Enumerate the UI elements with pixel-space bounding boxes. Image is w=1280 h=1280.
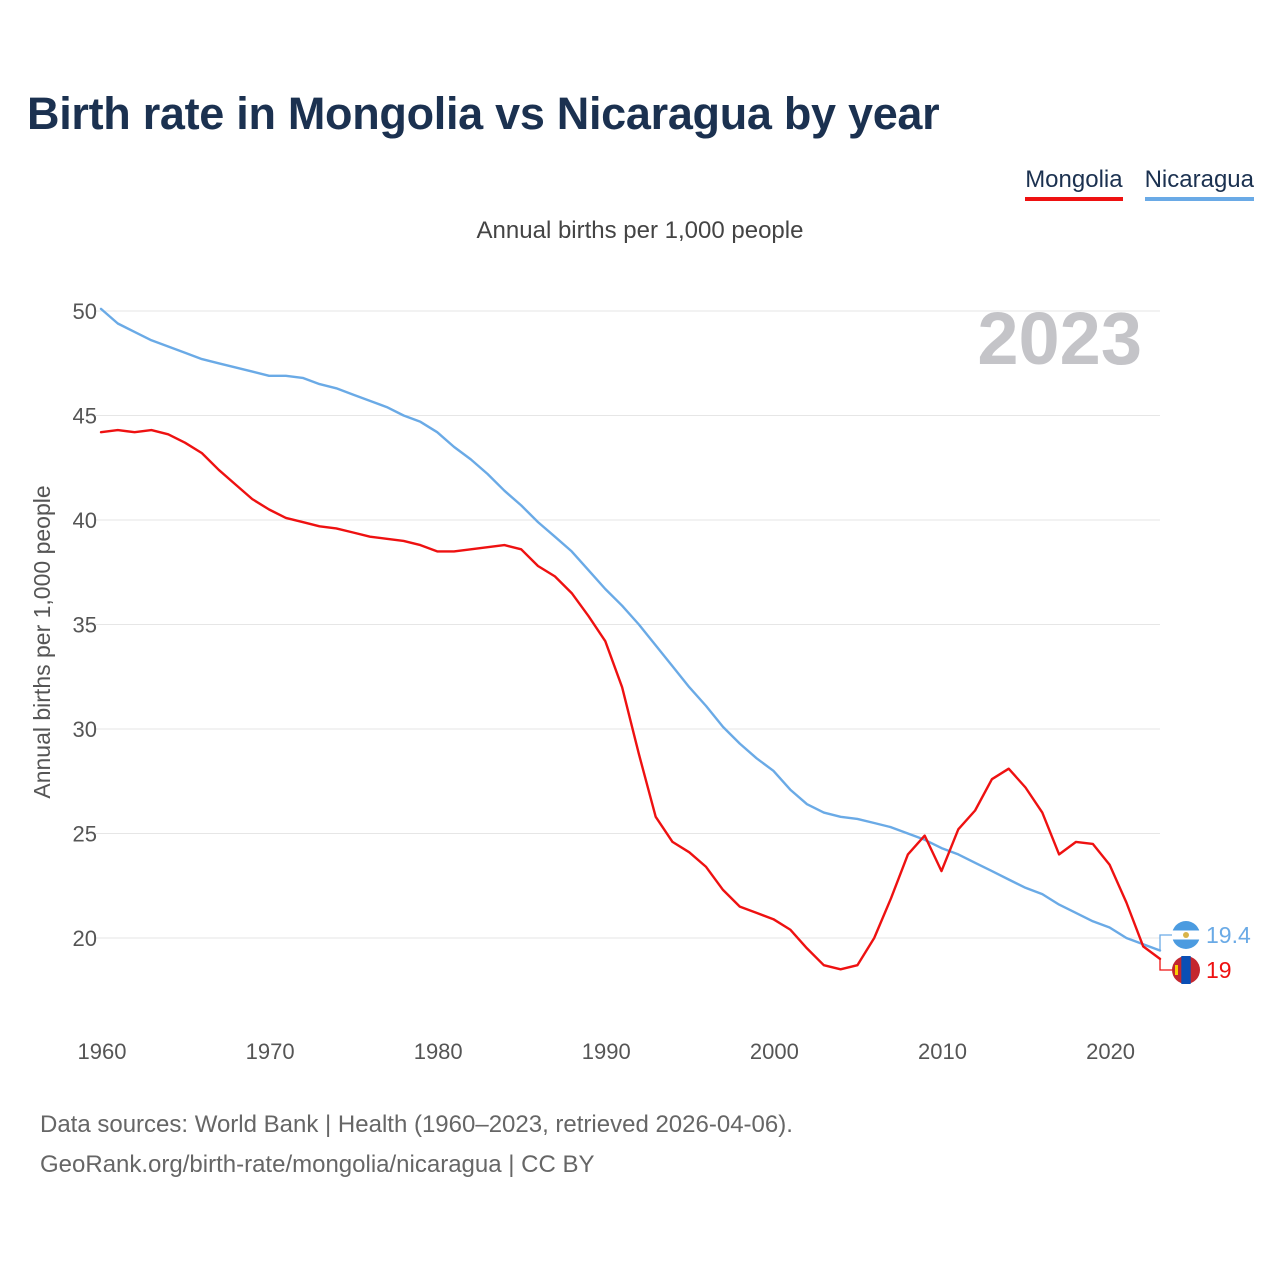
series-line-mongolia: [99, 428, 1162, 971]
x-tick-label: 1960: [78, 1039, 127, 1064]
x-tick-label: 1980: [414, 1039, 463, 1064]
y-tick-label: 30: [73, 717, 97, 742]
chart-title: Birth rate in Mongolia vs Nicaragua by y…: [27, 88, 940, 139]
y-tick-label: 40: [73, 508, 97, 533]
x-tick-label: 2020: [1086, 1039, 1135, 1064]
end-value-label-nicaragua: 19.4: [1206, 922, 1251, 948]
x-tick-label: 2000: [750, 1039, 799, 1064]
end-value-label-mongolia: 19: [1206, 957, 1232, 983]
x-tick-label: 2010: [918, 1039, 967, 1064]
x-tick-label: 1970: [246, 1039, 295, 1064]
x-tick-label: 1990: [582, 1039, 631, 1064]
source-link[interactable]: GeoRank.org/birth-rate/mongolia/nicaragu…: [40, 1151, 595, 1178]
y-tick-label: 20: [73, 926, 97, 951]
y-tick-label: 35: [73, 613, 97, 638]
end-connector-mongolia: [1159, 958, 1172, 971]
nicaragua-flag-emblem: [1183, 932, 1189, 938]
source-line: Data sources: World Bank | Health (1960–…: [40, 1111, 793, 1138]
y-tick-label: 25: [73, 822, 97, 847]
y-tick-label: 45: [73, 404, 97, 429]
mongolia-flag-soyombo: [1175, 965, 1178, 975]
source-footer: Data sources: World Bank | Health (1960–…: [40, 1105, 793, 1185]
legend-item-nicaragua[interactable]: Nicaragua: [1144, 166, 1254, 201]
y-axis-title: Annual births per 1,000 people: [29, 485, 55, 798]
series-line-nicaragua: [99, 307, 1162, 952]
mongolia-flag-stripe: [1181, 956, 1191, 984]
end-connector-nicaragua: [1159, 934, 1172, 951]
y-tick-label: 50: [73, 299, 97, 324]
legend-item-mongolia[interactable]: Mongolia: [1025, 166, 1123, 201]
chart-subtitle: Annual births per 1,000 people: [476, 217, 804, 244]
legend: Mongolia Nicaragua: [1025, 166, 1254, 201]
